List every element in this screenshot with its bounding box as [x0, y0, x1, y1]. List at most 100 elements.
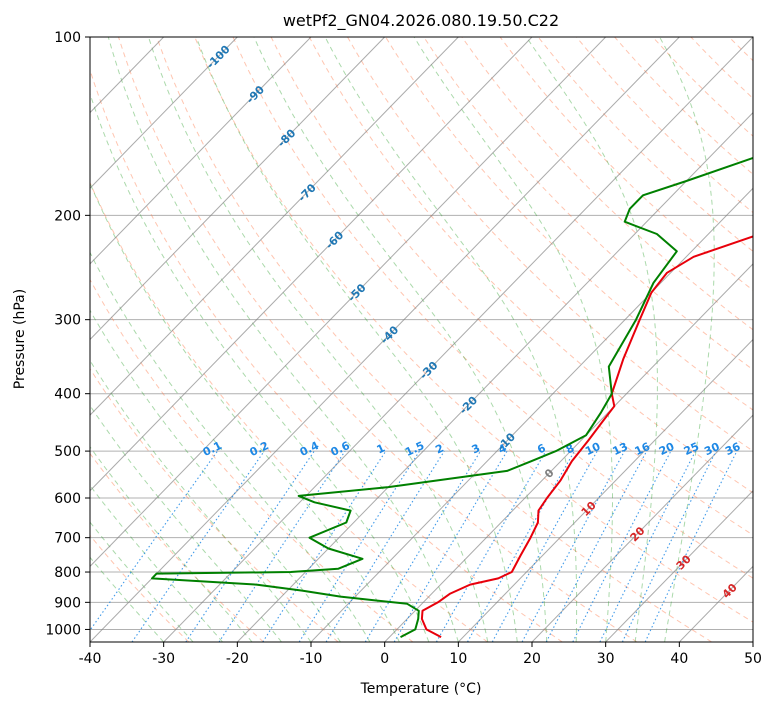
isotherm-line [90, 37, 386, 341]
mixing-ratio-label: 0.4 [298, 439, 321, 459]
dry-adiabat-line [385, 37, 753, 411]
x-tick-label: 20 [523, 651, 541, 667]
mixing-ratio-line [521, 450, 625, 642]
x-tick-label: -30 [152, 651, 175, 667]
axes: -40 -30 -20 -10 0 10 20 30 40 5010020030040050060… [45, 30, 762, 667]
moist-adiabat-line [90, 182, 400, 642]
dry-adiabat-line [90, 534, 190, 642]
mixing-ratio-line [572, 450, 672, 642]
mixing-ratio-label: 1 [375, 442, 387, 457]
dry-adiabat-line [767, 37, 775, 642]
x-axis-title: Temperature (°C) [360, 681, 482, 697]
moist-adiabat-line [659, 37, 715, 642]
mixing-ratio-line [467, 450, 575, 642]
x-tick-label: 30 [597, 651, 615, 667]
dry-adiabat-line [90, 452, 264, 642]
chart-title: wetPf2_GN04.2026.080.19.50.C22 [283, 11, 559, 31]
x-tick-label: -10 [300, 651, 323, 667]
mixing-ratio-label: 13 [611, 440, 630, 458]
y-axis-title: Pressure (hPa) [12, 289, 28, 389]
x-tick-label: -20 [226, 651, 249, 667]
x-tick-label: 50 [744, 651, 762, 667]
isotherm-line [90, 37, 680, 642]
dry-adiabat-line [118, 37, 638, 642]
isotherm-line [90, 37, 459, 416]
moist-adiabat-line [90, 484, 223, 642]
mixing-ratio-line [131, 450, 265, 642]
mixing-ratio-line [298, 450, 420, 642]
mixing-ratio-line [435, 450, 547, 642]
moist-adiabat-line [107, 37, 459, 642]
mixing-ratio-label: 20 [657, 440, 677, 458]
y-tick-label: 400 [54, 387, 81, 403]
dry-adiabat-line [690, 37, 753, 99]
moist-adiabat-line [148, 37, 489, 642]
mixing-ratio-label: 36 [723, 440, 743, 458]
dry-adiabat-line [652, 37, 753, 137]
isotherm-line [531, 414, 753, 642]
mixing-ratio-line [90, 450, 218, 632]
moist-adiabat-line [90, 309, 341, 642]
background-lines [90, 37, 775, 642]
dry-adiabat-line [499, 37, 753, 291]
moist-adiabat-line [90, 404, 282, 642]
y-tick-label: 1000 [45, 622, 81, 638]
mixing-ratio-label: 0.6 [329, 439, 352, 459]
moist-adiabat-line [90, 521, 194, 642]
moist-adiabat-line [90, 556, 165, 642]
y-tick-label: 600 [54, 491, 81, 507]
dry-adiabat-line [90, 278, 414, 642]
mixing-ratio-label: 1.5 [403, 439, 426, 459]
y-tick-label: 800 [54, 565, 81, 581]
isotherm-line [384, 263, 753, 642]
moist-adiabat-line [324, 37, 578, 642]
y-tick-label: 300 [54, 313, 81, 329]
moist-adiabat-line [195, 37, 518, 642]
mixing-ratio-line [325, 450, 445, 642]
x-tick-label: 0 [380, 651, 389, 667]
mixing-ratio-label: 10 [583, 440, 603, 458]
isotherm-label: -100 [204, 43, 233, 72]
mixing-ratio-label: 3 [470, 441, 482, 456]
mixing-ratio-line [621, 450, 717, 642]
mixing-ratio-label: 25 [682, 440, 701, 458]
dry-adiabat-line [728, 37, 753, 62]
moist-adiabat-line [90, 359, 312, 642]
moist-adiabat-line [90, 446, 253, 642]
y-tick-label: 900 [54, 595, 81, 611]
dry-adiabat-line [614, 37, 753, 175]
mixing-ratio-line [185, 450, 315, 642]
moist-adiabat-line [525, 37, 658, 642]
dry-adiabat-line [308, 37, 753, 494]
temperature-profile-line [420, 235, 753, 638]
dry-adiabat-line [156, 37, 712, 642]
plot-frame [89, 36, 754, 643]
isotherm-line [310, 187, 753, 642]
moist-adiabat-line [90, 251, 371, 642]
dry-adiabat-line [232, 37, 753, 579]
isotherm-line [163, 37, 753, 642]
mixing-ratio-line [599, 450, 697, 642]
mixing-ratio-line [364, 450, 481, 642]
isotherm-line [90, 37, 533, 492]
mixing-ratio-label: 16 [633, 440, 653, 458]
mixing-ratio-label: 2 [433, 442, 445, 457]
moist-adiabat-line [413, 37, 613, 642]
y-tick-label: 700 [54, 531, 81, 547]
isotherm-line [90, 37, 238, 189]
moist-adiabat-line [90, 92, 430, 642]
dry-adiabat-line [423, 37, 753, 371]
x-tick-label: 40 [670, 651, 688, 667]
dry-adiabat-line [537, 37, 753, 252]
y-tick-label: 200 [54, 208, 81, 224]
isotherm-line [752, 641, 753, 642]
moist-adiabat-line [253, 37, 548, 642]
y-tick-label: 500 [54, 444, 81, 460]
x-tick-label: 10 [449, 651, 467, 667]
isotherm-line [90, 37, 312, 265]
mixing-ratio-label: 0.1 [201, 439, 224, 459]
isotherm-line [90, 37, 607, 568]
dry-adiabat-line [194, 37, 753, 623]
mixing-ratio-line [644, 450, 738, 642]
